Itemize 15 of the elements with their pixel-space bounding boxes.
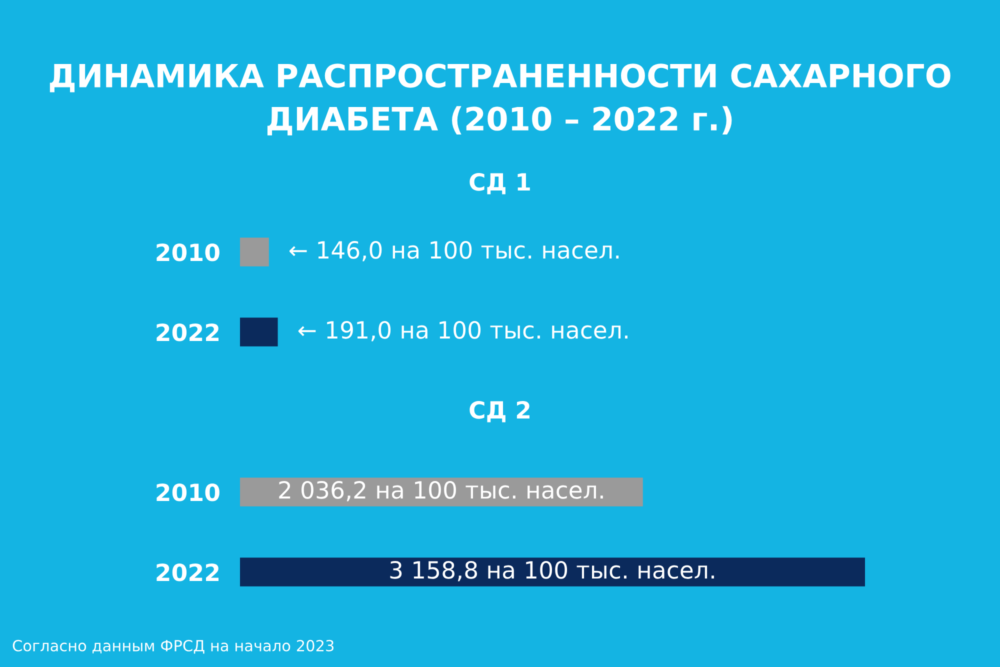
annotation: СД 2	[470, 400, 530, 422]
text: Согласно данным ФРСД на начало 2023	[12, 640, 334, 654]
data-label: ← 146,0 на 100 тыс. насел.	[289, 240, 619, 262]
y-tick-label: 2022	[156, 563, 219, 582]
bar	[240, 318, 278, 346]
y-tick-label: 2022	[156, 323, 219, 342]
bar	[240, 238, 269, 266]
y-tick-label: 2010	[156, 483, 220, 502]
data-label: 3 158,8 на 100 тыс. насел.	[390, 560, 714, 582]
text: СД 1	[470, 172, 530, 194]
data-label: ← 191,0 на 100 тыс. насел.	[298, 320, 628, 342]
y-tick-label: 2010	[156, 243, 220, 262]
chart-title: ДИНАМИКА РАСПРОСТРАНЕННОСТИ САХАРНОГО ДИАБЕТА (2010 – 2022 г.)	[50, 64, 950, 136]
bar	[240, 558, 865, 586]
data-label: 2 036,2 на 100 тыс. насел.	[279, 480, 603, 502]
